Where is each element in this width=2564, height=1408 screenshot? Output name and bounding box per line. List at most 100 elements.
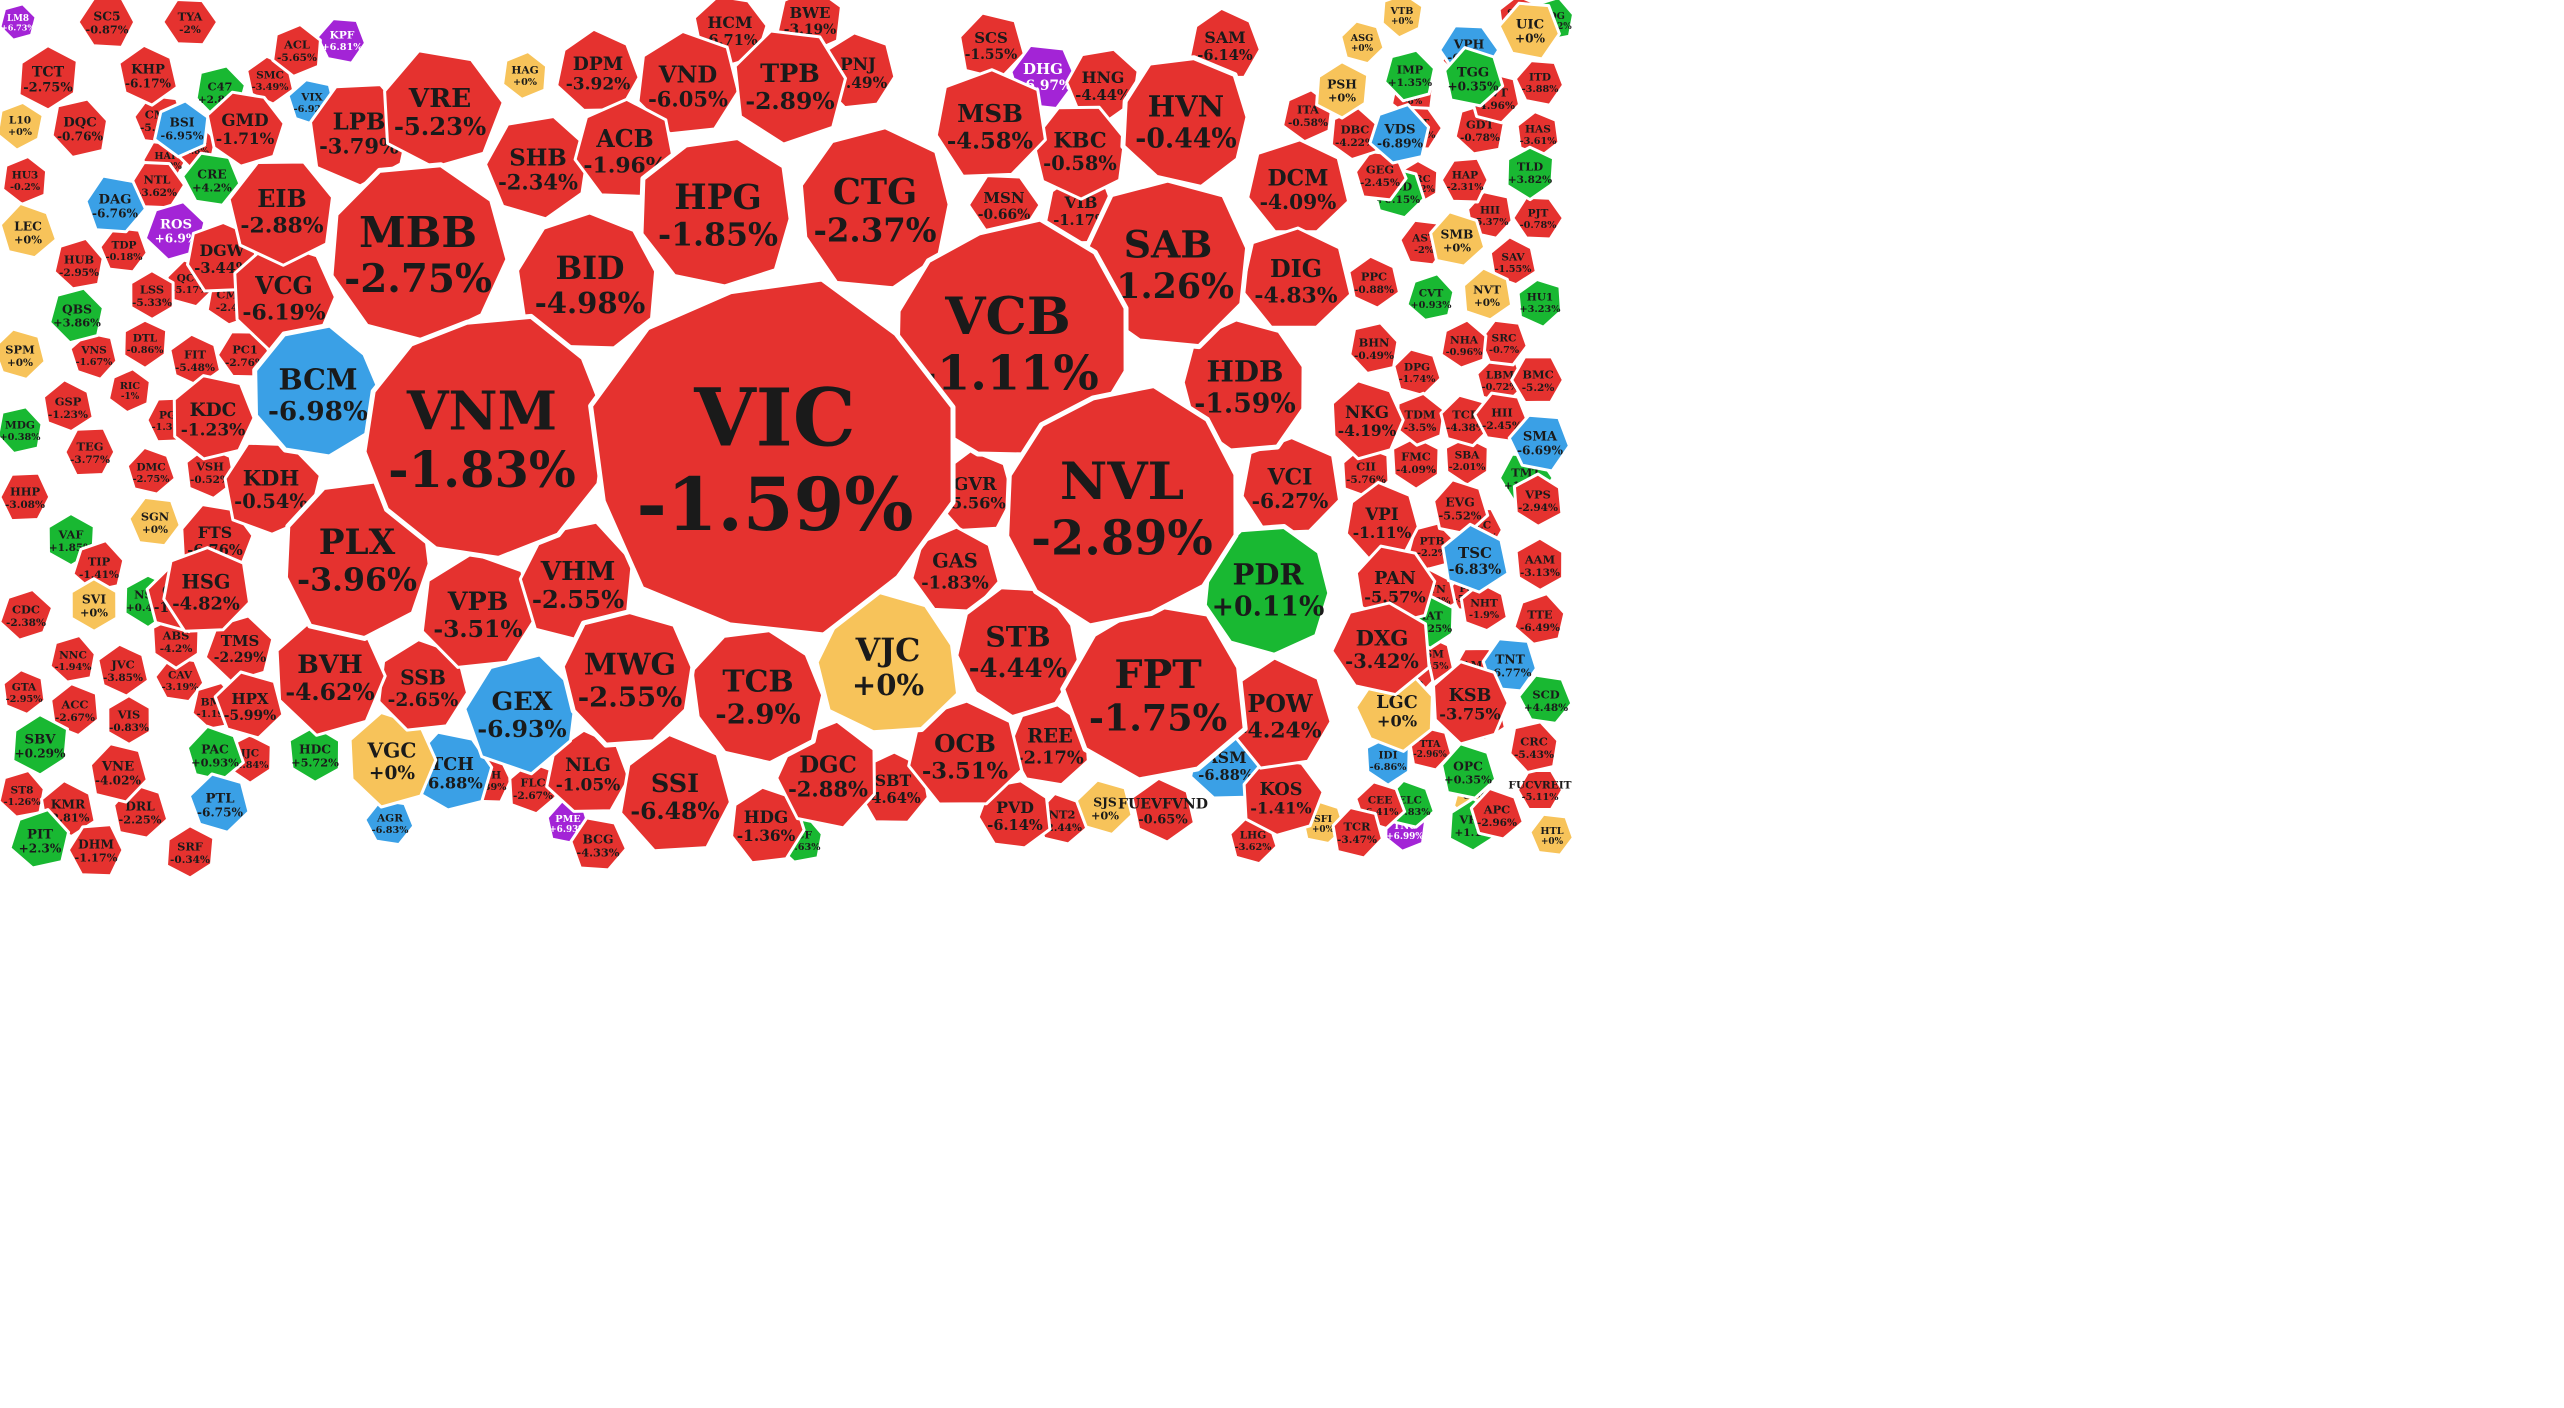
stock-cell-lec[interactable]: LEC+0% [0, 201, 58, 260]
stock-cell-dhm[interactable]: DHM-1.17% [66, 823, 125, 878]
stock-cell-apc[interactable]: APC-2.96% [1469, 786, 1525, 841]
stock-cell-sgn[interactable]: SGN+0% [127, 495, 182, 548]
stock-cell-dmc[interactable]: DMC-2.75% [125, 445, 177, 496]
stock-cell-smb[interactable]: SMB+0% [1429, 210, 1487, 268]
stock-cell-vcb[interactable]: VCB-1.11% [894, 216, 1129, 458]
stock-cell-crc[interactable]: CRC-5.43% [1508, 720, 1560, 774]
stock-cell-bid[interactable]: BID-4.98% [514, 209, 660, 352]
stock-cell-hag[interactable]: HAG+0% [501, 50, 549, 101]
stock-cell-hap[interactable]: HAP-2.31% [1439, 156, 1490, 204]
stock-cell-htl[interactable]: HTL+0% [1528, 812, 1575, 857]
stock-cell-tld[interactable]: TLD+3.82% [1505, 145, 1555, 202]
stock-cell-vns[interactable]: VNS-1.67% [68, 331, 119, 381]
stock-cell-mbb[interactable]: MBB-2.75% [328, 162, 511, 345]
stock-cell-vpb[interactable]: VPB-3.51% [420, 551, 536, 669]
stock-cell-pvd[interactable]: PVD-6.14% [976, 779, 1052, 850]
stock-cell-tdp[interactable]: TDP-0.18% [98, 225, 149, 274]
stock-cell-aam[interactable]: AAM-3.13% [1514, 536, 1565, 592]
stock-cell-pdr[interactable]: PDR+0.11% [1201, 524, 1333, 658]
stock-cell-tms[interactable]: TMS-2.29% [203, 614, 275, 684]
stock-cell-hu1[interactable]: HU1+3.23% [1516, 277, 1563, 329]
stock-cell-dcm[interactable]: DCM-4.09% [1246, 138, 1351, 234]
stock-cell-has[interactable]: HAS-3.61% [1515, 110, 1561, 158]
stock-cell-cre[interactable]: CRE+4.2% [181, 151, 242, 207]
stock-cell-flc[interactable]: FLC-2.67% [508, 760, 558, 816]
stock-cell-sbv[interactable]: SBV+0.29% [11, 713, 69, 777]
stock-cell-tip[interactable]: TIP-1.41% [71, 539, 126, 593]
stock-cell-gdt[interactable]: GDT-0.78% [1453, 101, 1506, 156]
stock-cell-hdg[interactable]: HDG-1.36% [730, 785, 806, 865]
stock-cell-bmc[interactable]: BMC-5.2% [1510, 355, 1565, 404]
stock-cell-ppc[interactable]: PPC-0.88% [1347, 254, 1401, 310]
stock-cell-imp[interactable]: IMP+1.35% [1383, 48, 1436, 103]
stock-cell-hdb[interactable]: HDB-1.59% [1179, 316, 1307, 454]
stock-cell-ocb[interactable]: OCB-3.51% [907, 699, 1024, 806]
stock-cell-eib[interactable]: EIB-2.88% [227, 160, 334, 267]
stock-cell-tya[interactable]: TYA-2% [161, 0, 220, 47]
stock-cell-sam[interactable]: SAM-6.14% [1188, 6, 1262, 80]
stock-cell-vtb[interactable]: VTB+0% [1380, 0, 1425, 40]
stock-cell-pjt[interactable]: PJT-0.78% [1511, 195, 1565, 241]
stock-cell-sav[interactable]: SAV-1.55% [1488, 235, 1538, 287]
stock-cell-opc[interactable]: OPC+0.35% [1440, 742, 1498, 800]
stock-cell-nha[interactable]: NHA-0.96% [1439, 318, 1488, 370]
stock-cell-fpt[interactable]: FPT-1.75% [1060, 601, 1248, 783]
stock-cell-nvt[interactable]: NVT+0% [1462, 266, 1514, 322]
stock-cell-tgg[interactable]: TGG+0.35% [1443, 46, 1505, 108]
stock-cell-dtl[interactable]: DTL-0.86% [122, 318, 169, 370]
stock-cell-kos[interactable]: KOS-1.41% [1242, 756, 1325, 837]
stock-cell-qbs[interactable]: QBS+3.86% [48, 286, 105, 345]
stock-cell-vps[interactable]: VPS-2.94% [1512, 472, 1564, 528]
stock-cell-dag[interactable]: DAG-6.76% [84, 174, 147, 234]
stock-cell-ptl[interactable]: PTL-6.75% [187, 772, 251, 834]
stock-cell-vne[interactable]: VNE-4.02% [88, 742, 149, 804]
stock-cell-fucvreit[interactable]: FUCVREIT-5.11% [1508, 769, 1572, 811]
stock-cell-plx[interactable]: PLX-3.96% [282, 478, 433, 641]
stock-cell-ksb[interactable]: KSB-3.75% [1432, 660, 1510, 746]
stock-cell-khp[interactable]: KHP-6.17% [117, 43, 179, 107]
stock-cell-cav[interactable]: CAV-3.19% [153, 655, 206, 704]
stock-cell-tct[interactable]: TCT-2.75% [17, 44, 79, 112]
stock-cell-vcg[interactable]: VCG-6.19% [233, 239, 337, 354]
stock-cell-ree[interactable]: REE-2.17% [1007, 702, 1090, 787]
stock-cell-mwg[interactable]: MWG-2.55% [559, 609, 696, 748]
stock-cell-gsp[interactable]: GSP-1.23% [41, 378, 95, 433]
stock-cell-sc5[interactable]: SC5-0.87% [76, 0, 137, 49]
stock-cell-nlg[interactable]: NLG-1.05% [545, 728, 631, 813]
stock-cell-hsg[interactable]: HSG-4.82% [162, 546, 251, 633]
stock-cell-kdh[interactable]: KDH-0.54% [223, 441, 322, 536]
stock-cell-acc[interactable]: ACC-2.67% [49, 682, 100, 737]
stock-cell-pan[interactable]: PAN-5.57% [1354, 544, 1437, 626]
stock-cell-vnd[interactable]: VND-6.05% [636, 29, 740, 136]
stock-cell-dig[interactable]: DIG-4.83% [1240, 226, 1353, 329]
stock-cell-dpm[interactable]: DPM-3.92% [555, 27, 641, 112]
stock-cell-tcb[interactable]: TCB-2.9% [688, 627, 827, 767]
stock-cell-vis[interactable]: VIS-0.83% [106, 694, 152, 746]
stock-cell-teg[interactable]: TEG-3.77% [63, 426, 117, 478]
stock-cell-pow[interactable]: POW-4.24% [1229, 656, 1333, 770]
stock-cell-acl[interactable]: ACL-5.65% [271, 23, 322, 78]
stock-cell-gmd[interactable]: GMD-1.71% [205, 90, 286, 168]
stock-cell-pac[interactable]: PAC+0.93% [185, 724, 245, 783]
stock-cell-nnc[interactable]: NNC-1.94% [48, 633, 97, 684]
stock-cell-hpx[interactable]: HPX-5.99% [213, 670, 285, 740]
stock-cell-ssb[interactable]: SSB-2.65% [377, 638, 469, 732]
stock-cell-hvn[interactable]: HVN-0.44% [1120, 55, 1251, 190]
stock-cell-spm[interactable]: SPM+0% [0, 327, 47, 381]
stock-cell-nht[interactable]: NHT-1.9% [1459, 581, 1509, 633]
stock-cell-fuevfvnd[interactable]: FUEVFVND-0.65% [1118, 776, 1208, 844]
stock-cell-vjc[interactable]: VJC+0% [813, 588, 962, 736]
stock-cell-bcg[interactable]: BCG-4.33% [569, 816, 628, 872]
stock-cell-sma[interactable]: SMA-6.69% [1507, 413, 1571, 473]
stock-cell-dxg[interactable]: DXG-3.42% [1330, 601, 1431, 697]
stock-cell-evg[interactable]: EVG-5.52% [1432, 478, 1490, 536]
stock-cell-vre[interactable]: VRE-5.23% [383, 49, 505, 169]
stock-cell-asg[interactable]: ASG+0% [1339, 19, 1386, 66]
stock-cell-lm8[interactable]: LM8+6.73% [0, 2, 38, 42]
stock-cell-svi[interactable]: SVI+0% [69, 577, 119, 633]
stock-cell-vnm[interactable]: VNM-1.83% [361, 313, 610, 561]
stock-cell-msn[interactable]: MSN-0.66% [966, 174, 1042, 237]
stock-cell-hu3[interactable]: HU3-0.2% [1, 155, 49, 206]
stock-cell-hdc[interactable]: HDC+5.72% [287, 724, 341, 784]
stock-cell-hpg[interactable]: HPG-1.85% [638, 135, 794, 290]
